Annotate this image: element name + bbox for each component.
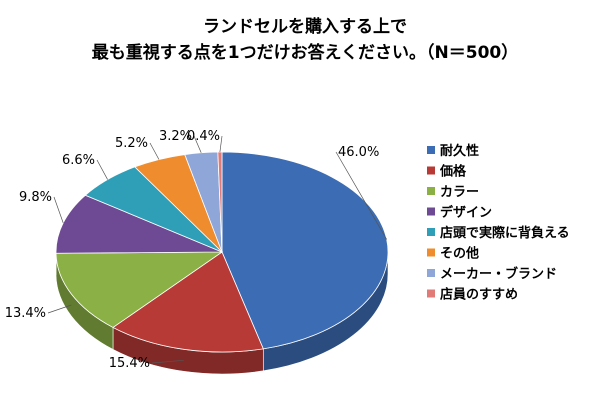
pie-top-group <box>55 151 389 353</box>
leader-line-7 <box>219 135 223 153</box>
legend-label-4: 店頭で実際に背負える <box>440 225 570 241</box>
legend-swatch-0 <box>427 146 435 154</box>
legend-label-3: デザイン <box>440 205 492 221</box>
legend-label-1: 価格 <box>439 164 467 180</box>
data-label-5: 5.2% <box>115 136 148 151</box>
pie-slice-2 <box>55 251 224 328</box>
legend-swatch-2 <box>427 187 435 195</box>
chart-title: ランドセルを購入する上で 最も重視する点を1つだけお答えください。（N＝500） <box>0 14 610 66</box>
pie-label-group: 46.0% 15.4% 13.4% 9.8% 6.6% 5.2% 3.2%0.4% <box>5 129 387 371</box>
leader-line-6 <box>193 135 202 153</box>
data-label-3: 9.8% <box>19 190 52 205</box>
data-label-4: 6.6% <box>62 153 95 168</box>
leader-line-4 <box>96 159 108 180</box>
chart-title-line-2: 最も重視する点を1つだけお答えください。（N＝500） <box>91 43 519 63</box>
legend-swatch-5 <box>427 248 435 257</box>
legend-label-7: 店員のすすめ <box>440 287 518 303</box>
legend-swatch-7 <box>427 289 435 298</box>
data-label-7: 0.4% <box>187 129 220 144</box>
data-label-1: 15.4% <box>109 356 150 371</box>
chart-title-line-1: ランドセルを購入する上で <box>203 17 407 37</box>
legend-swatch-1 <box>427 166 435 175</box>
leader-line-1 <box>151 359 184 364</box>
data-label-6: 3.2% <box>159 129 192 144</box>
legend-label-0: 耐久性 <box>440 143 479 159</box>
pie-slice-1 <box>112 251 264 353</box>
legend-label-6: メーカー・ブランド <box>440 266 557 282</box>
data-label-0: 46.0% <box>338 145 379 160</box>
leader-line-3 <box>53 196 64 224</box>
leader-line-5 <box>149 142 160 160</box>
data-label-2: 13.4% <box>5 306 46 321</box>
leader-line-0 <box>335 151 387 240</box>
pie-side-group <box>55 251 389 375</box>
legend-label-2: カラー <box>440 185 479 200</box>
legend-swatch-4 <box>427 228 435 236</box>
legend-swatch-3 <box>427 207 435 216</box>
legend-swatch-6 <box>427 269 435 277</box>
pie-slice-3 <box>55 194 223 254</box>
leader-line-2 <box>47 304 72 314</box>
legend-label-5: その他 <box>440 246 479 262</box>
pie-slice-7 <box>217 151 223 253</box>
